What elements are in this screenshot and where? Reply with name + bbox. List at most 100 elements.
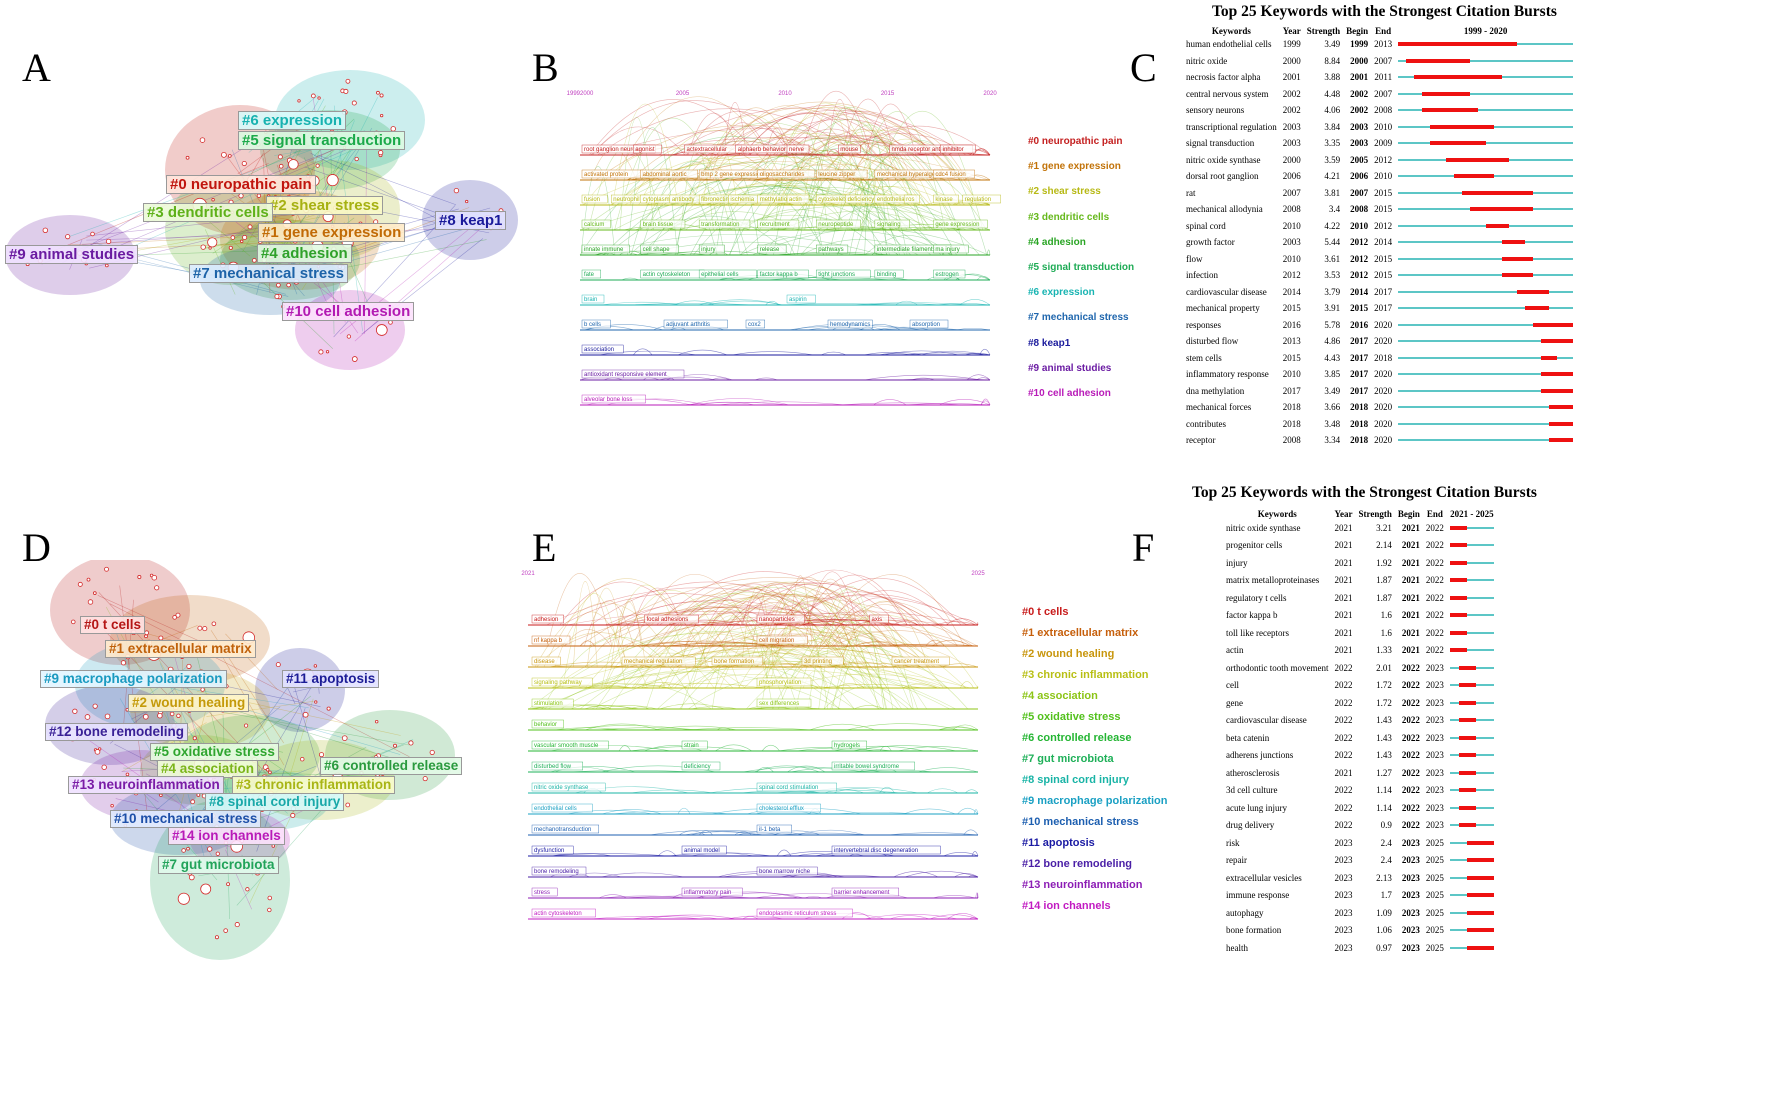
timeline-term: deficiency xyxy=(684,764,711,770)
network-link xyxy=(318,155,457,206)
timeline-arc xyxy=(550,651,942,689)
timeline-term-box xyxy=(621,656,696,666)
burst-row: stem cells 2015 4.43 2017 2018 xyxy=(1186,350,1579,367)
burst-row: rat 2007 3.81 2007 2015 xyxy=(1186,185,1579,202)
timeline-arc xyxy=(789,169,900,256)
timeline-arc xyxy=(683,831,759,836)
timeline-arc xyxy=(884,643,979,647)
burst-period-bar xyxy=(1458,700,1477,705)
timeline-term-box xyxy=(786,294,816,304)
network-node xyxy=(252,258,257,263)
burst-period-bar xyxy=(1467,875,1494,880)
timeline-arc xyxy=(628,303,755,306)
burst-bar-cell xyxy=(1449,904,1500,922)
timeline-term: mouse xyxy=(840,147,859,153)
timeline-term-box xyxy=(698,244,725,254)
timeline-arc xyxy=(952,724,979,731)
timeline-term: hydrogels xyxy=(834,743,860,749)
strength-cell: 3.48 xyxy=(1324,418,1341,429)
timeline-arc xyxy=(757,150,891,231)
timeline-arc xyxy=(888,832,979,836)
end-cell: 2022 xyxy=(1425,557,1444,568)
strength-cell: 4.21 xyxy=(1324,171,1341,182)
network-node xyxy=(137,575,142,580)
timeline-arc xyxy=(971,851,979,857)
network-link xyxy=(109,603,410,757)
timeline-term: antibody xyxy=(672,197,695,203)
timeline-legend-1-gene-expression: #1 gene expression xyxy=(1028,161,1121,173)
timeline-arc xyxy=(561,593,794,626)
network-link xyxy=(249,695,312,744)
burst-bar-cell xyxy=(1398,317,1579,334)
timeline-arc xyxy=(604,644,967,689)
timeline-arc xyxy=(753,765,820,773)
timeline-arc xyxy=(598,350,697,356)
timeline-arc xyxy=(719,602,830,647)
network-node xyxy=(211,198,215,202)
timeline-term: nf kappa b xyxy=(534,638,563,644)
timeline-arc xyxy=(838,402,963,406)
year-cell: 2002 xyxy=(1282,88,1301,99)
timeline-arc xyxy=(963,829,979,836)
keyword-cell: orthodontic tooth movement xyxy=(1226,662,1329,673)
timeline-arc xyxy=(709,109,967,156)
timeline-arc xyxy=(585,663,971,689)
year-cell: 2014 xyxy=(1282,286,1301,297)
timeline-arc xyxy=(677,349,728,356)
timeline-arc xyxy=(781,210,937,231)
timeline-arc xyxy=(898,378,991,381)
burst-period-bar xyxy=(1458,805,1477,810)
burst-period-bar xyxy=(1458,770,1477,775)
timeline-arc xyxy=(778,620,912,710)
end-cell: 2022 xyxy=(1425,522,1444,533)
burst-period-bar xyxy=(1469,207,1534,212)
timeline-arc xyxy=(727,584,877,626)
strength-cell: 5.44 xyxy=(1324,237,1341,248)
timeline-term-box xyxy=(531,782,606,792)
timeline-arc xyxy=(935,621,976,626)
network-node xyxy=(92,703,98,709)
network-node xyxy=(313,664,318,668)
keyword-cell: actin xyxy=(1226,645,1244,656)
begin-cell: 2023 xyxy=(1401,837,1420,848)
end-cell: 2013 xyxy=(1374,39,1393,50)
strength-cell: 0.9 xyxy=(1380,820,1392,831)
burst-bar-cell xyxy=(1398,102,1579,119)
begin-cell: 2018 xyxy=(1350,418,1369,429)
end-cell: 2020 xyxy=(1374,319,1393,330)
timeline-term-box xyxy=(756,782,837,792)
begin-cell: 2017 xyxy=(1350,336,1369,347)
strength-cell: 1.27 xyxy=(1376,767,1392,778)
timeline-arc xyxy=(893,871,939,878)
burst-bar-cell xyxy=(1449,834,1500,852)
strength-cell: 1.87 xyxy=(1376,592,1392,603)
timeline-term: fibronectin xyxy=(701,197,729,203)
timeline-legend-1-extracellular-matrix: #1 extracellular matrix xyxy=(1022,627,1139,639)
end-cell: 2014 xyxy=(1374,237,1393,248)
burst-bar-cell xyxy=(1449,939,1500,957)
end-cell: 2023 xyxy=(1425,680,1444,691)
network-node xyxy=(176,713,181,718)
keyword-cell: disturbed flow xyxy=(1186,336,1239,347)
burst-bar-cell xyxy=(1398,300,1579,317)
cluster-label-2-wound-healing: #2 wound healing xyxy=(128,694,250,712)
end-cell: 2020 xyxy=(1374,369,1393,380)
burst-bar-cell xyxy=(1449,852,1500,870)
timeline-legend-12-bone-remodeling: #12 bone remodeling xyxy=(1022,858,1133,870)
timeline-legend-6-controlled-release: #6 controlled release xyxy=(1022,732,1132,744)
timeline-arc xyxy=(825,609,906,647)
timeline-arc xyxy=(706,633,879,647)
timeline-arc xyxy=(698,627,889,668)
timeline-arc xyxy=(755,141,961,231)
burst-bar-cell xyxy=(1449,747,1500,765)
keyword-cell: nitric oxide synthase xyxy=(1186,154,1261,165)
network-node xyxy=(181,848,186,853)
year-cell: 2022 xyxy=(1334,820,1353,831)
burst-header-row: Keywords Year Strength Begin End 2021 - 2025 xyxy=(1226,509,1500,519)
network-node xyxy=(408,740,414,746)
timeline-term: cytoplasm xyxy=(643,197,670,203)
timeline-arc xyxy=(630,706,650,710)
timeline-arc xyxy=(878,353,912,356)
timeline-arc xyxy=(800,91,872,156)
network-node xyxy=(380,113,384,118)
